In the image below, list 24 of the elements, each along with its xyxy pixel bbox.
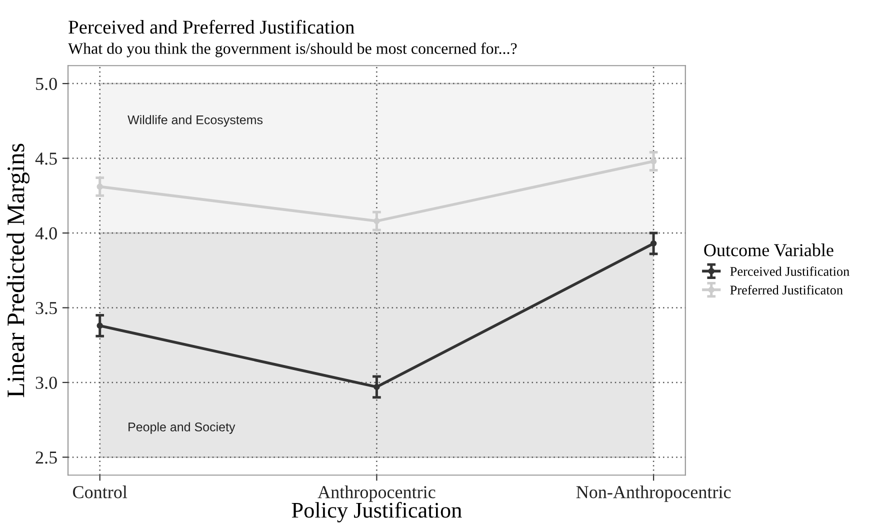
y-tick-label: 2.5	[36, 452, 57, 464]
x-tick-label: Anthropocentric	[318, 486, 436, 502]
legend-title: Outcome Variable	[704, 244, 834, 256]
point	[650, 158, 657, 164]
y-tick-label: 4.0	[35, 227, 57, 240]
band-label: Wildlife and Ecosystems	[128, 115, 263, 127]
x-tick-label: Control	[73, 486, 128, 498]
y-tick-label: 3.0	[36, 376, 57, 389]
y-tick-label: 5.0	[36, 78, 57, 90]
chart-title: Perceived and Preferred Justification	[68, 20, 354, 34]
point	[96, 322, 103, 329]
y-tick-label: 3.5	[36, 302, 57, 314]
y-tick-label: 4.5	[35, 152, 57, 165]
point	[374, 384, 380, 390]
point	[374, 218, 380, 224]
point	[650, 240, 657, 247]
point	[96, 184, 103, 190]
band-label: People and Society	[128, 422, 236, 434]
legend-label: Perceived Justification	[730, 266, 850, 276]
legend-label: Preferred Justificaton	[730, 285, 843, 295]
chart-subtitle: What do you think the government is/should be most concerned for...?	[68, 42, 517, 58]
x-axis-title: Policy Justification	[292, 502, 462, 522]
y-axis-title: Linear Predicted Margins	[6, 144, 30, 398]
x-tick-label: Non-Anthropocentric	[576, 486, 731, 502]
